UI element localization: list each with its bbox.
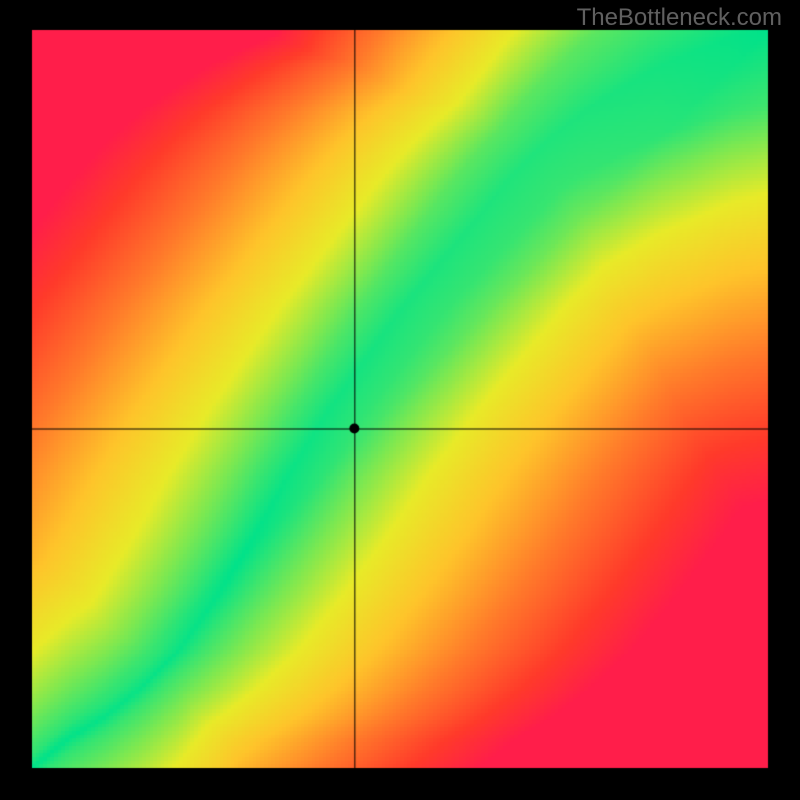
watermark-text: TheBottleneck.com <box>577 4 782 32</box>
root: TheBottleneck.com <box>0 0 800 800</box>
bottleneck-heatmap <box>0 0 800 800</box>
